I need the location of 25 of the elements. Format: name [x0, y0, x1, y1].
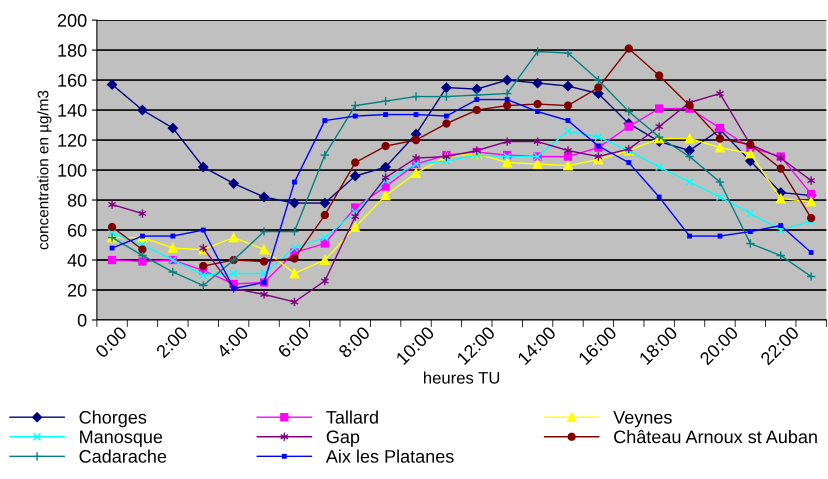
- legend-label: Château Arnoux st Auban: [614, 430, 817, 444]
- y-tick-label: 40: [67, 254, 86, 267]
- y-tick-label: 180: [58, 44, 86, 57]
- legend-label: Chorges: [80, 410, 146, 428]
- legend-label: Cadarache: [80, 450, 166, 463]
- y-tick-label: 60: [68, 224, 86, 237]
- y-tick-label: 0: [78, 314, 86, 327]
- y-axis-title: concentration en µg/m3: [37, 90, 52, 250]
- x-tick-label: 8:00: [338, 326, 371, 359]
- x-tick-label: 0:00: [94, 326, 128, 359]
- x-tick-label: 6:00: [277, 326, 310, 358]
- y-tick-label: 20: [68, 284, 86, 297]
- x-tick-label: 4:00: [216, 326, 250, 359]
- y-tick-label: 140: [58, 104, 86, 117]
- y-tick-label: 120: [58, 134, 86, 147]
- x-axis-title: heures TU: [424, 371, 500, 384]
- y-tick-label: 160: [58, 74, 86, 87]
- legend-label: Tallard: [326, 410, 378, 424]
- y-tick-label: 80: [68, 194, 86, 207]
- legend-label: Manosque: [80, 430, 162, 447]
- legend-label: Aix les Platanes: [326, 450, 454, 463]
- legend-label: Gap: [326, 430, 360, 447]
- y-tick-label: 100: [58, 164, 86, 177]
- y-tick-label: 200: [58, 14, 86, 27]
- legend-label: Veynes: [613, 411, 672, 428]
